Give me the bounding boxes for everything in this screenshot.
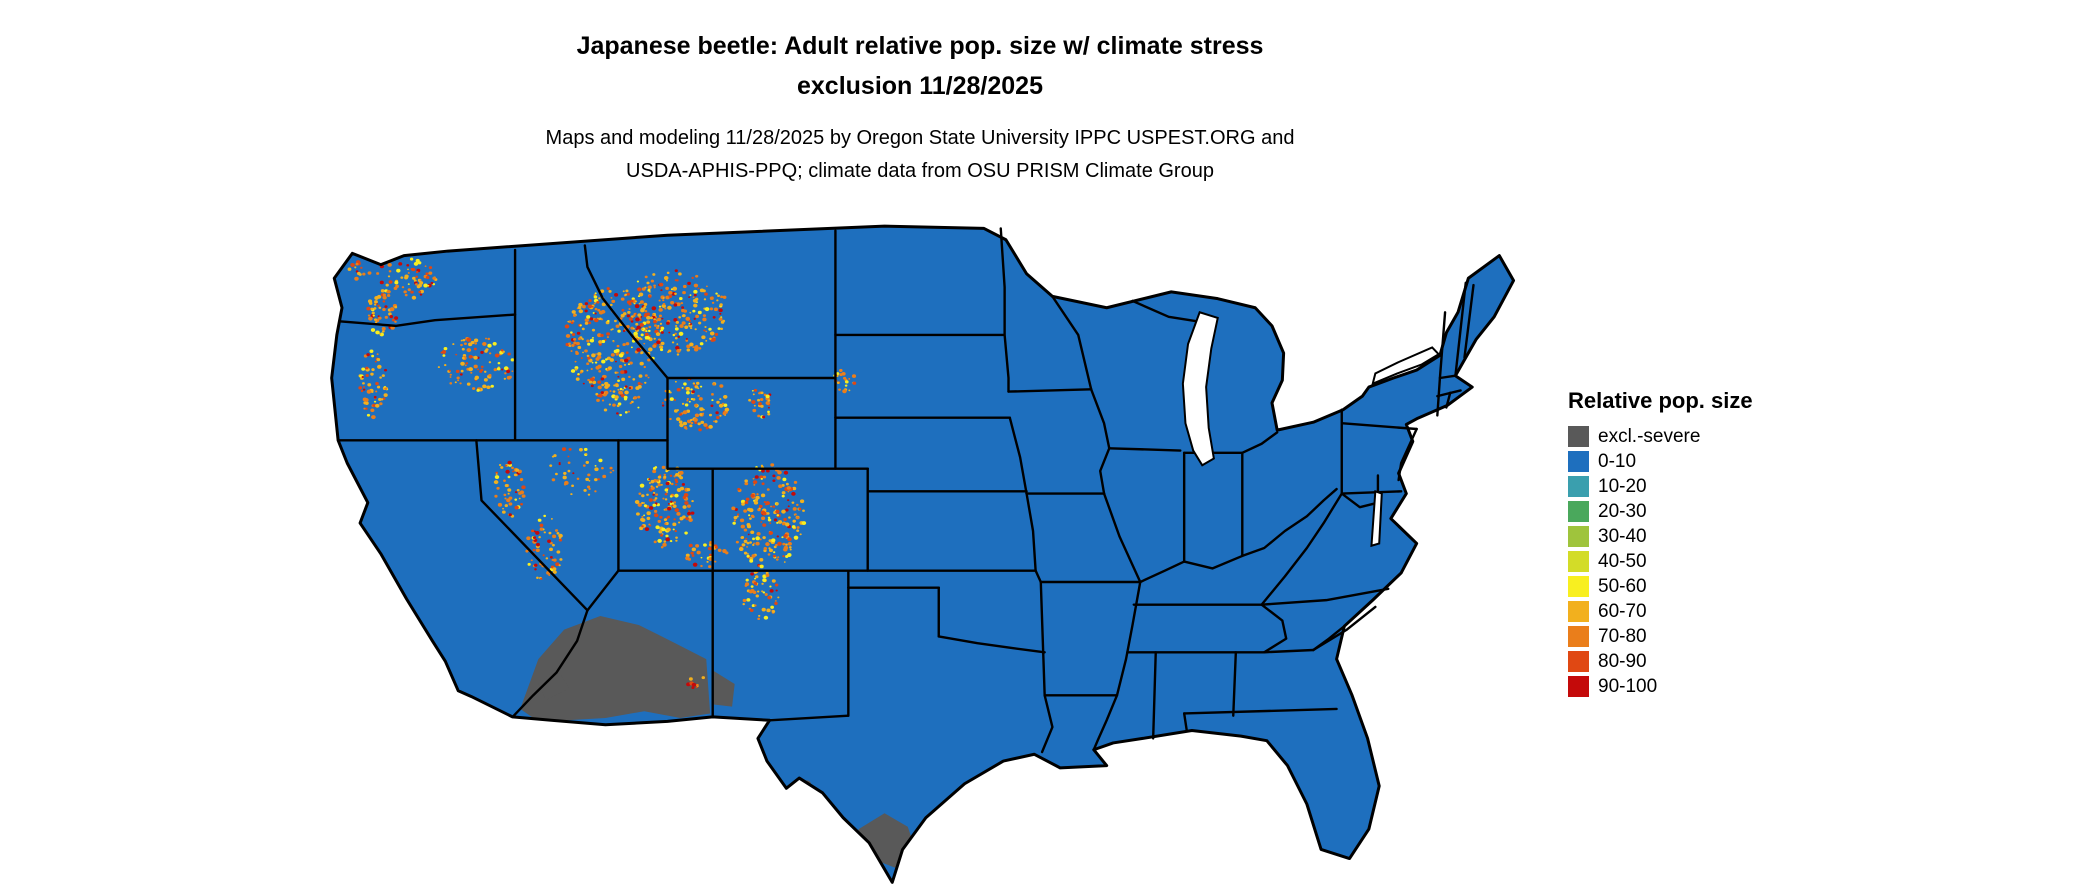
subtitle-line-1: Maps and modeling 11/28/2025 by Oregon S… <box>545 127 1295 149</box>
legend-item: 90-100 <box>1568 674 1828 699</box>
excluded-region-arizona <box>520 616 711 721</box>
legend-item: excl.-severe <box>1568 424 1828 449</box>
legend-item: 0-10 <box>1568 449 1828 474</box>
title-line-1: Japanese beetle: Adult relative pop. siz… <box>576 32 1264 60</box>
legend-title: Relative pop. size <box>1568 388 1753 413</box>
us-map-svg <box>280 208 1520 888</box>
legend-item-label: 60-70 <box>1598 600 1647 622</box>
great-lakes <box>1183 312 1439 545</box>
legend-item-label: 40-50 <box>1598 550 1647 572</box>
page-title: Japanese beetle: Adult relative pop. siz… <box>0 26 1840 106</box>
subtitle-line-2: USDA-APHIS-PPQ; climate data from OSU PR… <box>626 160 1214 182</box>
legend-swatch <box>1568 426 1589 447</box>
legend-swatch <box>1568 576 1589 597</box>
legend-items: excl.-severe 0-10 10-20 20-30 30-40 40-50 50-6… <box>1568 424 1828 699</box>
legend-swatch <box>1568 451 1589 472</box>
legend-item: 70-80 <box>1568 624 1828 649</box>
legend-item: 40-50 <box>1568 549 1828 574</box>
legend-item-label: 50-60 <box>1598 575 1647 597</box>
page-subtitle: Maps and modeling 11/28/2025 by Oregon S… <box>0 122 1840 188</box>
lake-michigan <box>1183 312 1218 465</box>
legend-swatch <box>1568 626 1589 647</box>
legend-swatch <box>1568 526 1589 547</box>
legend-swatch <box>1568 476 1589 497</box>
legend-swatch <box>1568 651 1589 672</box>
map-legend: Relative pop. size excl.-severe 0-10 10-20… <box>1568 388 1828 699</box>
us-map <box>280 208 1520 888</box>
legend-item-label: excl.-severe <box>1598 425 1701 447</box>
legend-item-label: 80-90 <box>1598 650 1647 672</box>
legend-item-label: 10-20 <box>1598 475 1647 497</box>
lake-ontario <box>1373 347 1439 383</box>
title-line-2: exclusion 11/28/2025 <box>796 72 1043 100</box>
high-value-speckles <box>347 257 1158 690</box>
legend-swatch <box>1568 551 1589 572</box>
legend-item: 10-20 <box>1568 474 1828 499</box>
legend-swatch <box>1568 501 1589 522</box>
legend-item-label: 70-80 <box>1598 625 1647 647</box>
excluded-region-new-mexico-edge <box>712 670 735 707</box>
chesapeake-bay <box>1371 491 1381 545</box>
legend-item-label: 30-40 <box>1598 525 1647 547</box>
legend-swatch <box>1568 601 1589 622</box>
legend-item-label: 0-10 <box>1598 450 1637 472</box>
legend-item: 20-30 <box>1568 499 1828 524</box>
legend-item: 80-90 <box>1568 649 1828 674</box>
us-outline-stroke <box>332 226 1514 882</box>
legend-item: 30-40 <box>1568 524 1828 549</box>
us-outline-fill <box>331 226 1514 883</box>
legend-swatch <box>1568 676 1589 697</box>
legend-item-label: 90-100 <box>1598 675 1658 697</box>
excluded-region-se-california <box>538 668 570 700</box>
legend-item-label: 20-30 <box>1598 500 1647 522</box>
legend-item: 60-70 <box>1568 599 1828 624</box>
legend-item: 50-60 <box>1568 574 1828 599</box>
